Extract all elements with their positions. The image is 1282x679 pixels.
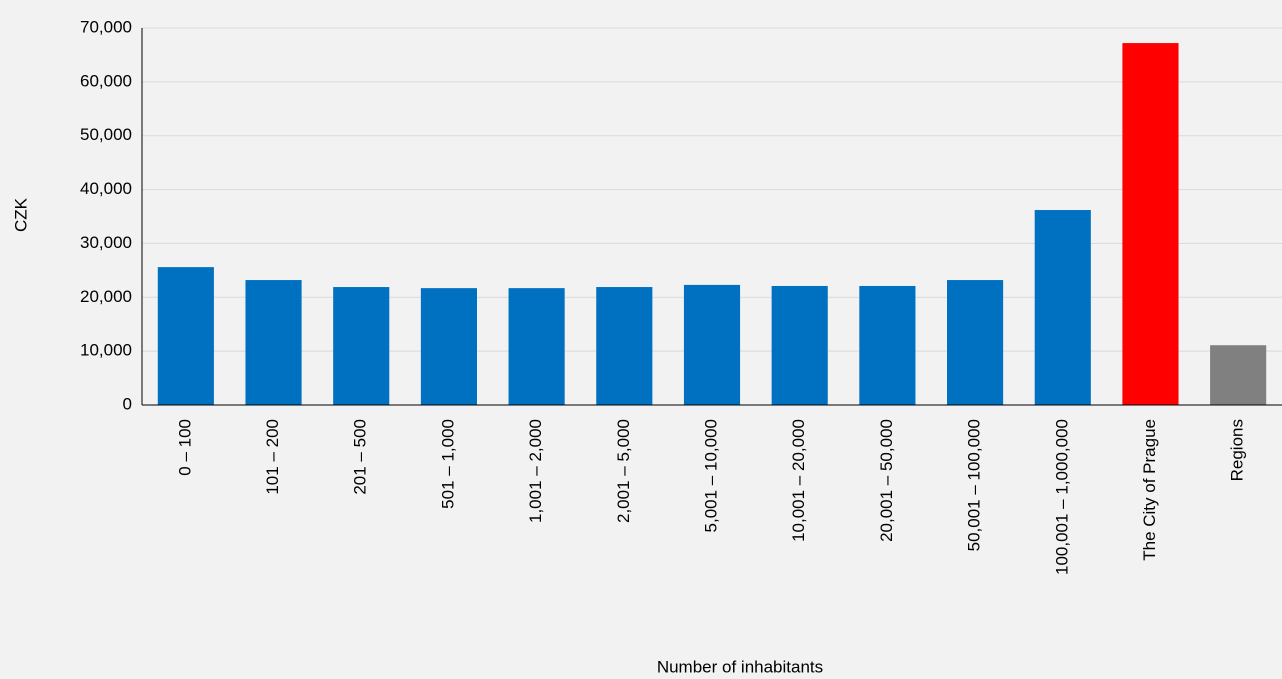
x-tick-label: 0 – 100 (175, 419, 194, 476)
x-axis-label: Number of inhabitants (657, 657, 823, 676)
x-tick-label: 501 – 1,000 (438, 419, 457, 509)
y-tick-label: 40,000 (80, 179, 132, 198)
y-tick-label: 30,000 (80, 233, 132, 252)
bar (683, 284, 741, 405)
x-tick-label: Regions (1228, 419, 1247, 481)
x-tick-label: 100,001 – 1,000,000 (1052, 419, 1071, 575)
x-tick-label: 50,001 – 100,000 (965, 419, 984, 551)
y-tick-label: 70,000 (80, 17, 132, 36)
bar (157, 267, 214, 405)
y-axis-label: CZK (11, 197, 30, 232)
y-tick-label: 50,000 (80, 125, 132, 144)
bar (508, 288, 565, 405)
bar (859, 285, 916, 405)
x-tick-label: 2,001 – 5,000 (614, 419, 633, 523)
bar (1122, 43, 1179, 405)
bar (596, 287, 653, 405)
x-tick-label: 10,001 – 20,000 (789, 419, 808, 542)
y-tick-label: 60,000 (80, 71, 132, 90)
x-tick-label: 5,001 – 10,000 (701, 419, 720, 532)
x-tick-label: 201 – 500 (351, 419, 370, 495)
bar (771, 285, 828, 405)
y-tick-label: 20,000 (80, 287, 132, 306)
x-tick-label: 20,001 – 50,000 (877, 419, 896, 542)
bar (947, 280, 1004, 405)
x-tick-label: 101 – 200 (263, 419, 282, 495)
x-tick-label: 1,001 – 2,000 (526, 419, 545, 523)
bar (1210, 345, 1267, 405)
x-tick-label: The City of Prague (1140, 419, 1159, 561)
bar (1034, 210, 1091, 405)
y-tick-label: 10,000 (80, 341, 132, 360)
bar (245, 280, 302, 405)
bar (420, 288, 477, 405)
y-tick-label: 0 (123, 394, 132, 413)
bar (333, 287, 390, 405)
